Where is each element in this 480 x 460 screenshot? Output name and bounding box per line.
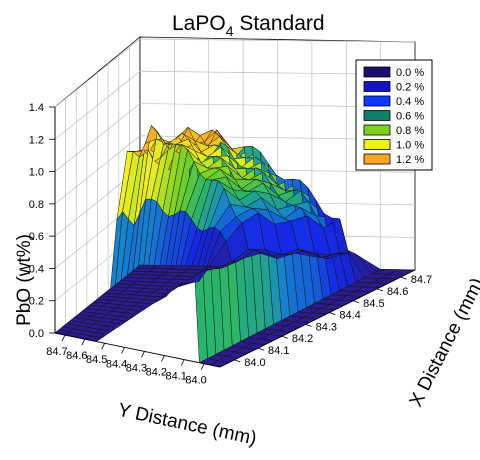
z-tick-label: 1.0: [29, 167, 44, 179]
y-tick-mark: [180, 359, 185, 366]
x-tick-label: 84.0: [244, 357, 265, 369]
y-tick-mark: [121, 347, 125, 354]
legend-swatch: [363, 139, 391, 150]
legend-label: 0.2 %: [396, 82, 424, 94]
y-axis-title: Y Distance (mm): [116, 400, 258, 450]
y-tick-mark: [200, 363, 205, 370]
y-tick-mark: [160, 355, 165, 362]
chart-title-rest: Standard: [234, 12, 325, 35]
x-tick-mark: [400, 276, 407, 280]
z-tick-label: 1.2: [29, 134, 44, 146]
z-axis-title: PbO (wt%): [14, 234, 35, 326]
x-tick-mark: [234, 359, 241, 363]
legend-label: 0.0 %: [396, 67, 424, 79]
z-axis-ticks: 0.0 0.2 0.4 0.6 0.8 1.0 1.2 1.4: [29, 102, 55, 340]
x-tick-label: 84.6: [387, 286, 408, 298]
y-tick-mark: [81, 338, 86, 346]
legend-swatch: [363, 124, 391, 136]
legend: 0.0 % 0.2 % 0.4 % 0.6 % 0.8 % 1.0 % 1.2 %: [355, 59, 433, 171]
y-axis-ticks: 84.784.684.584.484.384.284.184.0: [46, 334, 207, 387]
legend-label: 0.4 %: [396, 96, 424, 108]
legend-swatch: [363, 110, 391, 121]
x-axis-title: X Distance (mm): [406, 275, 480, 411]
y-tick-label: 84.0: [185, 375, 206, 387]
legend-label: 1.2 %: [396, 154, 424, 166]
legend-label: 0.8 %: [396, 125, 424, 137]
chart-title-main: LaPO: [172, 12, 226, 35]
y-tick-label: 84.5: [86, 354, 107, 366]
x-tick-mark: [257, 347, 265, 351]
y-tick-mark: [61, 334, 66, 342]
legend-label: 1.0 %: [396, 140, 424, 152]
legend-swatch: [363, 95, 391, 107]
chart-title: LaPO4 Standard: [172, 12, 325, 39]
x-tick-mark: [376, 288, 384, 292]
legend-label: 0.6 %: [396, 111, 424, 123]
y-tick-mark: [101, 343, 106, 350]
legend-swatch: [363, 66, 391, 78]
chart-title-subscript: 4: [226, 23, 234, 39]
y-tick-mark: [141, 351, 145, 358]
x-tick-mark: [305, 324, 312, 327]
x-tick-label: 84.2: [292, 333, 313, 345]
x-tick-label: 84.3: [316, 321, 337, 333]
legend-swatch: [363, 153, 391, 165]
y-axis-line: [54, 332, 221, 368]
y-tick-label: 84.2: [146, 367, 167, 379]
z-tick-label: 0.2: [29, 296, 44, 308]
z-tick-label: 0.8: [29, 199, 44, 211]
z-tick-label: 0.4: [29, 263, 44, 275]
z-tick-label: 0.0: [29, 328, 44, 340]
legend-swatch: [363, 81, 391, 92]
y-tick-label: 84.7: [46, 346, 67, 358]
x-tick-mark: [353, 300, 360, 304]
x-tick-label: 84.7: [411, 274, 432, 286]
x-tick-label: 84.4: [339, 310, 360, 322]
x-tick-mark: [329, 312, 336, 315]
y-tick-label: 84.4: [106, 358, 127, 370]
x-axis-line: [219, 269, 416, 368]
surface-mesh: [54, 125, 416, 368]
axis-edges: [54, 107, 416, 368]
z-tick-label: 0.6: [29, 231, 44, 243]
x-tick-mark: [281, 335, 288, 339]
y-tick-label: 84.3: [126, 362, 147, 374]
z-tick-label: 1.4: [29, 102, 44, 114]
x-axis-ticks: 84.084.184.284.384.484.584.684.7: [234, 274, 432, 369]
x-tick-label: 84.1: [268, 345, 289, 357]
y-tick-label: 84.1: [166, 371, 187, 383]
x-tick-label: 84.5: [363, 298, 384, 310]
y-tick-label: 84.6: [66, 350, 87, 362]
